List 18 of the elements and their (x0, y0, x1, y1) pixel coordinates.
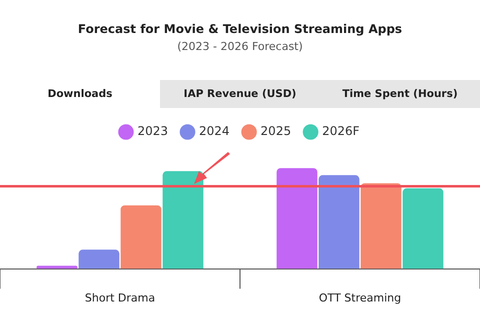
text: Time Spent (Hours) (320, 80, 480, 108)
legend-label: 2024 (199, 124, 230, 138)
chart-subtitle: (2023 - 2026 Forecast) (176, 40, 304, 53)
chart-title: Forecast for Movie & Television Streaming Apps (76, 22, 404, 36)
bar (162, 171, 204, 269)
legend-label: 2026F (322, 124, 360, 138)
bar (78, 250, 120, 269)
bar (402, 188, 444, 269)
bar (276, 168, 318, 269)
legend-label: 2023 (137, 124, 168, 138)
x-tick-label: OTT Streaming (318, 291, 402, 304)
bar (318, 175, 360, 269)
legend-label: 2025 (260, 124, 292, 138)
x-tick-label: Short Drama (84, 291, 156, 304)
text: IAP Revenue (USD) (160, 80, 320, 108)
bar (120, 205, 162, 269)
bar (360, 183, 402, 269)
text: Downloads (0, 80, 160, 108)
